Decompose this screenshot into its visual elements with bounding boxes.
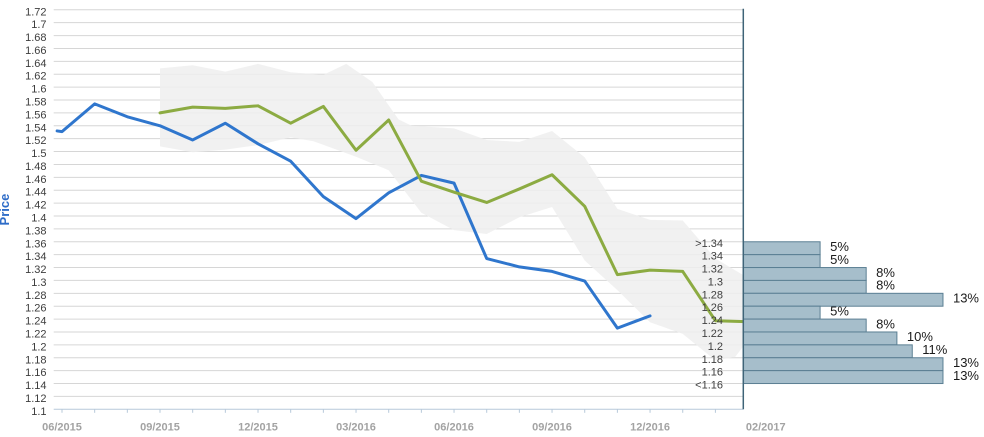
histogram-pct-label: 8% bbox=[876, 278, 895, 293]
histogram-bin-label: 1.26 bbox=[702, 302, 723, 314]
histogram-bar[interactable] bbox=[742, 344, 913, 359]
x-tick-label: 02/2017 bbox=[746, 421, 786, 433]
histogram-pct-label: 10% bbox=[907, 329, 933, 344]
y-tick-label: 1.52 bbox=[25, 135, 46, 147]
histogram-bin-label: 1.3 bbox=[708, 276, 723, 288]
x-tick-label: 06/2016 bbox=[434, 421, 474, 433]
histogram-bar[interactable] bbox=[742, 370, 944, 385]
series-lines[interactable] bbox=[55, 102, 747, 330]
histogram-pct-label: 13% bbox=[953, 368, 979, 383]
y-tick-label: 1.26 bbox=[25, 303, 46, 315]
y-tick-label: 1.58 bbox=[25, 97, 46, 109]
histogram-bars[interactable] bbox=[742, 241, 944, 385]
histogram-bin-label: 1.28 bbox=[702, 289, 723, 301]
histogram-bin-label: <1.16 bbox=[695, 380, 723, 392]
y-tick-label: 1.42 bbox=[25, 200, 46, 212]
histogram-pct-label: 11% bbox=[922, 342, 947, 357]
x-tick-label: 03/2016 bbox=[336, 421, 376, 433]
histogram-bar[interactable] bbox=[742, 305, 821, 320]
histogram-bar[interactable] bbox=[742, 254, 821, 269]
x-tick-label: 12/2015 bbox=[238, 421, 278, 433]
price-history-line[interactable] bbox=[55, 102, 652, 330]
y-tick-label: 1.4 bbox=[31, 212, 46, 224]
x-axis-labels: 06/2015 09/2015 12/2015 03/2016 06/2016 09/20… bbox=[42, 421, 785, 433]
y-tick-label: 1.54 bbox=[25, 122, 46, 134]
x-tick-label: 06/2015 bbox=[42, 421, 82, 433]
y-tick-label: 1.14 bbox=[25, 380, 46, 392]
y-tick-label: 1.24 bbox=[25, 316, 46, 328]
histogram-bin-label: 1.18 bbox=[702, 354, 723, 366]
y-tick-label: 1.6 bbox=[31, 84, 46, 96]
histogram-pct-label: 13% bbox=[953, 291, 979, 306]
y-tick-label: 1.36 bbox=[25, 238, 46, 250]
x-tick-label: 12/2016 bbox=[630, 421, 670, 433]
histogram-bar[interactable] bbox=[742, 331, 898, 346]
y-tick-label: 1.1 bbox=[31, 406, 46, 418]
y-tick-label: 1.56 bbox=[25, 109, 46, 121]
histogram-pct-label: 8% bbox=[876, 316, 895, 331]
y-tick-label: 1.72 bbox=[25, 6, 46, 18]
y-tick-label: 1.16 bbox=[25, 367, 46, 379]
histogram-bin-label: 1.32 bbox=[702, 264, 723, 276]
y-tick-label: 1.2 bbox=[31, 341, 46, 353]
y-tick-label: 1.7 bbox=[31, 19, 46, 31]
y-tick-label: 1.66 bbox=[25, 45, 46, 57]
y-tick-label: 1.18 bbox=[25, 354, 46, 366]
y-tick-label: 1.22 bbox=[25, 328, 46, 340]
y-tick-label: 1.48 bbox=[25, 161, 46, 173]
histogram-pct-label: 5% bbox=[830, 252, 849, 267]
histogram-bin-label: 1.22 bbox=[702, 328, 723, 340]
y-tick-label: 1.64 bbox=[25, 58, 46, 70]
histogram-bin-label: 1.16 bbox=[702, 367, 723, 379]
histogram-bin-label: >1.34 bbox=[695, 238, 723, 250]
histogram-pct-labels: 5%5%8%8%13%5%8%10%11%13%13% bbox=[830, 239, 979, 383]
price-forecast-line[interactable] bbox=[158, 104, 747, 324]
histogram-bar[interactable] bbox=[742, 357, 944, 372]
forecast-confidence-band[interactable] bbox=[160, 63, 744, 361]
histogram-bin-label: 1.2 bbox=[708, 341, 723, 353]
histogram-pct-label: 13% bbox=[953, 355, 979, 370]
histogram-pct-label: 5% bbox=[830, 239, 849, 254]
y-tick-label: 1.44 bbox=[25, 187, 46, 199]
histogram-bar[interactable] bbox=[742, 279, 867, 294]
y-tick-label: 1.12 bbox=[25, 393, 46, 405]
y-tick-label: 1.46 bbox=[25, 174, 46, 186]
x-tick-label: 09/2016 bbox=[532, 421, 572, 433]
x-tick-label: 09/2015 bbox=[140, 421, 180, 433]
y-tick-label: 1.5 bbox=[31, 148, 46, 160]
y-tick-label: 1.32 bbox=[25, 264, 46, 276]
histogram-pct-label: 5% bbox=[830, 303, 849, 318]
y-tick-label: 1.68 bbox=[25, 32, 46, 44]
histogram-pct-label: 8% bbox=[876, 265, 895, 280]
y-tick-label: 1.28 bbox=[25, 290, 46, 302]
y-axis-title: Price bbox=[0, 194, 12, 226]
y-tick-label: 1.38 bbox=[25, 225, 46, 237]
y-tick-label: 1.62 bbox=[25, 71, 46, 83]
histogram-bar[interactable] bbox=[742, 241, 821, 256]
histogram-bin-label: 1.24 bbox=[702, 315, 723, 327]
y-axis-labels: 1.721.71.681.661.641.621.61.581.561.541.… bbox=[25, 6, 46, 418]
histogram-bin-label: 1.34 bbox=[702, 251, 723, 263]
y-tick-label: 1.3 bbox=[31, 277, 46, 289]
histogram-bar[interactable] bbox=[742, 267, 867, 281]
gridlines bbox=[53, 9, 744, 397]
histogram-bin-labels: >1.341.341.321.31.281.261.241.221.21.181… bbox=[695, 238, 723, 392]
x-axis bbox=[53, 408, 744, 413]
y-tick-label: 1.34 bbox=[25, 251, 46, 263]
histogram-bar[interactable] bbox=[742, 318, 867, 333]
confidence-band[interactable] bbox=[160, 63, 744, 361]
